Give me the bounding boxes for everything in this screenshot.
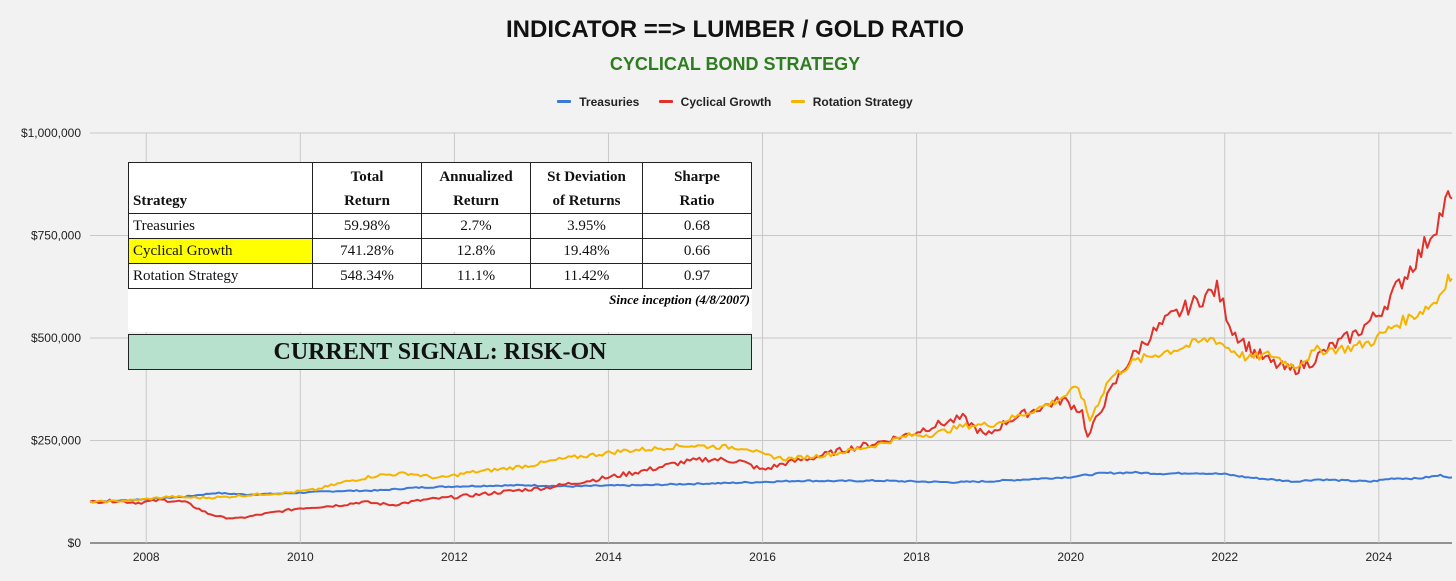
legend-swatch-treasuries bbox=[557, 100, 572, 103]
table-cell: 2.7% bbox=[421, 213, 531, 239]
table-cell: 11.1% bbox=[421, 263, 531, 289]
table-row: Rotation Strategy 548.34% 11.1% 11.42% 0… bbox=[128, 263, 752, 289]
axis-labels: $1,000,000 $750,000 $500,000 $250,000 $0 2008… bbox=[21, 126, 1393, 564]
legend-entry-cyclical-growth[interactable]: Cyclical Growth bbox=[658, 94, 772, 109]
table-cell: 59.98% bbox=[312, 213, 422, 239]
table-cell: 11.42% bbox=[530, 263, 643, 289]
table-cell: Rotation Strategy bbox=[128, 263, 313, 289]
stats-table-panel: Strategy Total Return Annualized Return St… bbox=[128, 162, 752, 332]
y-tick-label: $250,000 bbox=[31, 434, 81, 448]
chart-title: INDICATOR ==> LUMBER / GOLD RATIO bbox=[505, 16, 965, 43]
x-tick-label: 2018 bbox=[903, 550, 930, 564]
header-st-deviation: St Deviation of Returns bbox=[530, 162, 643, 214]
y-tick-label: $750,000 bbox=[31, 229, 81, 243]
table-cell: 19.48% bbox=[530, 238, 643, 264]
legend-label: Rotation Strategy bbox=[812, 94, 913, 109]
table-cell: 741.28% bbox=[312, 238, 422, 264]
header-annualized-return: Annualized Return bbox=[421, 162, 531, 214]
stats-header-row: Strategy Total Return Annualized Return St… bbox=[128, 162, 752, 214]
table-cell: 12.8% bbox=[421, 238, 531, 264]
x-tick-label: 2012 bbox=[441, 550, 468, 564]
legend-label: Cyclical Growth bbox=[680, 94, 772, 109]
y-tick-label: $500,000 bbox=[31, 331, 81, 345]
series-line-rotation-strategy bbox=[89, 273, 1453, 504]
legend-swatch-cyclical-growth bbox=[658, 100, 673, 103]
y-tick-label: $1,000,000 bbox=[21, 126, 81, 140]
chart-subtitle: CYCLICAL BOND STRATEGY bbox=[609, 54, 861, 74]
header-strategy: Strategy bbox=[128, 162, 313, 214]
table-row: Cyclical Growth 741.28% 12.8% 19.48% 0.6… bbox=[128, 238, 752, 264]
table-cell: 0.68 bbox=[642, 213, 752, 239]
table-cell: Treasuries bbox=[128, 213, 313, 239]
legend: Treasuries Cyclical Growth Rotation Stra… bbox=[0, 92, 1456, 109]
table-cell: 0.97 bbox=[642, 263, 752, 289]
table-cell: 3.95% bbox=[530, 213, 643, 239]
table-row: Treasuries 59.98% 2.7% 3.95% 0.68 bbox=[128, 213, 752, 239]
y-tick-label: $0 bbox=[68, 536, 82, 550]
x-tick-label: 2024 bbox=[1365, 550, 1392, 564]
table-cell: 0.66 bbox=[642, 238, 752, 264]
current-signal-banner: CURRENT SIGNAL: RISK-ON bbox=[128, 334, 752, 370]
table-cell-highlighted: Cyclical Growth bbox=[128, 238, 313, 264]
series-lines bbox=[89, 190, 1453, 520]
legend-label: Treasuries bbox=[579, 94, 640, 109]
legend-entry-rotation-strategy[interactable]: Rotation Strategy bbox=[790, 94, 913, 109]
legend-swatch-rotation-strategy bbox=[790, 100, 805, 103]
header-sharpe-ratio: Sharpe Ratio bbox=[642, 162, 752, 214]
x-tick-label: 2014 bbox=[595, 550, 622, 564]
series-line-cyclical-growth bbox=[89, 190, 1453, 520]
stats-table: Strategy Total Return Annualized Return St… bbox=[128, 162, 752, 289]
x-tick-label: 2008 bbox=[133, 550, 160, 564]
inception-note: Since inception (4/8/2007) bbox=[128, 289, 752, 332]
legend-entry-treasuries[interactable]: Treasuries bbox=[557, 95, 639, 109]
x-tick-label: 2022 bbox=[1211, 550, 1238, 564]
header-total-return: Total Return bbox=[312, 162, 422, 214]
x-tick-label: 2010 bbox=[287, 550, 314, 564]
x-tick-label: 2016 bbox=[749, 550, 776, 564]
series-line-treasuries bbox=[89, 470, 1453, 504]
table-cell: 548.34% bbox=[312, 263, 422, 289]
x-tick-label: 2020 bbox=[1057, 550, 1084, 564]
